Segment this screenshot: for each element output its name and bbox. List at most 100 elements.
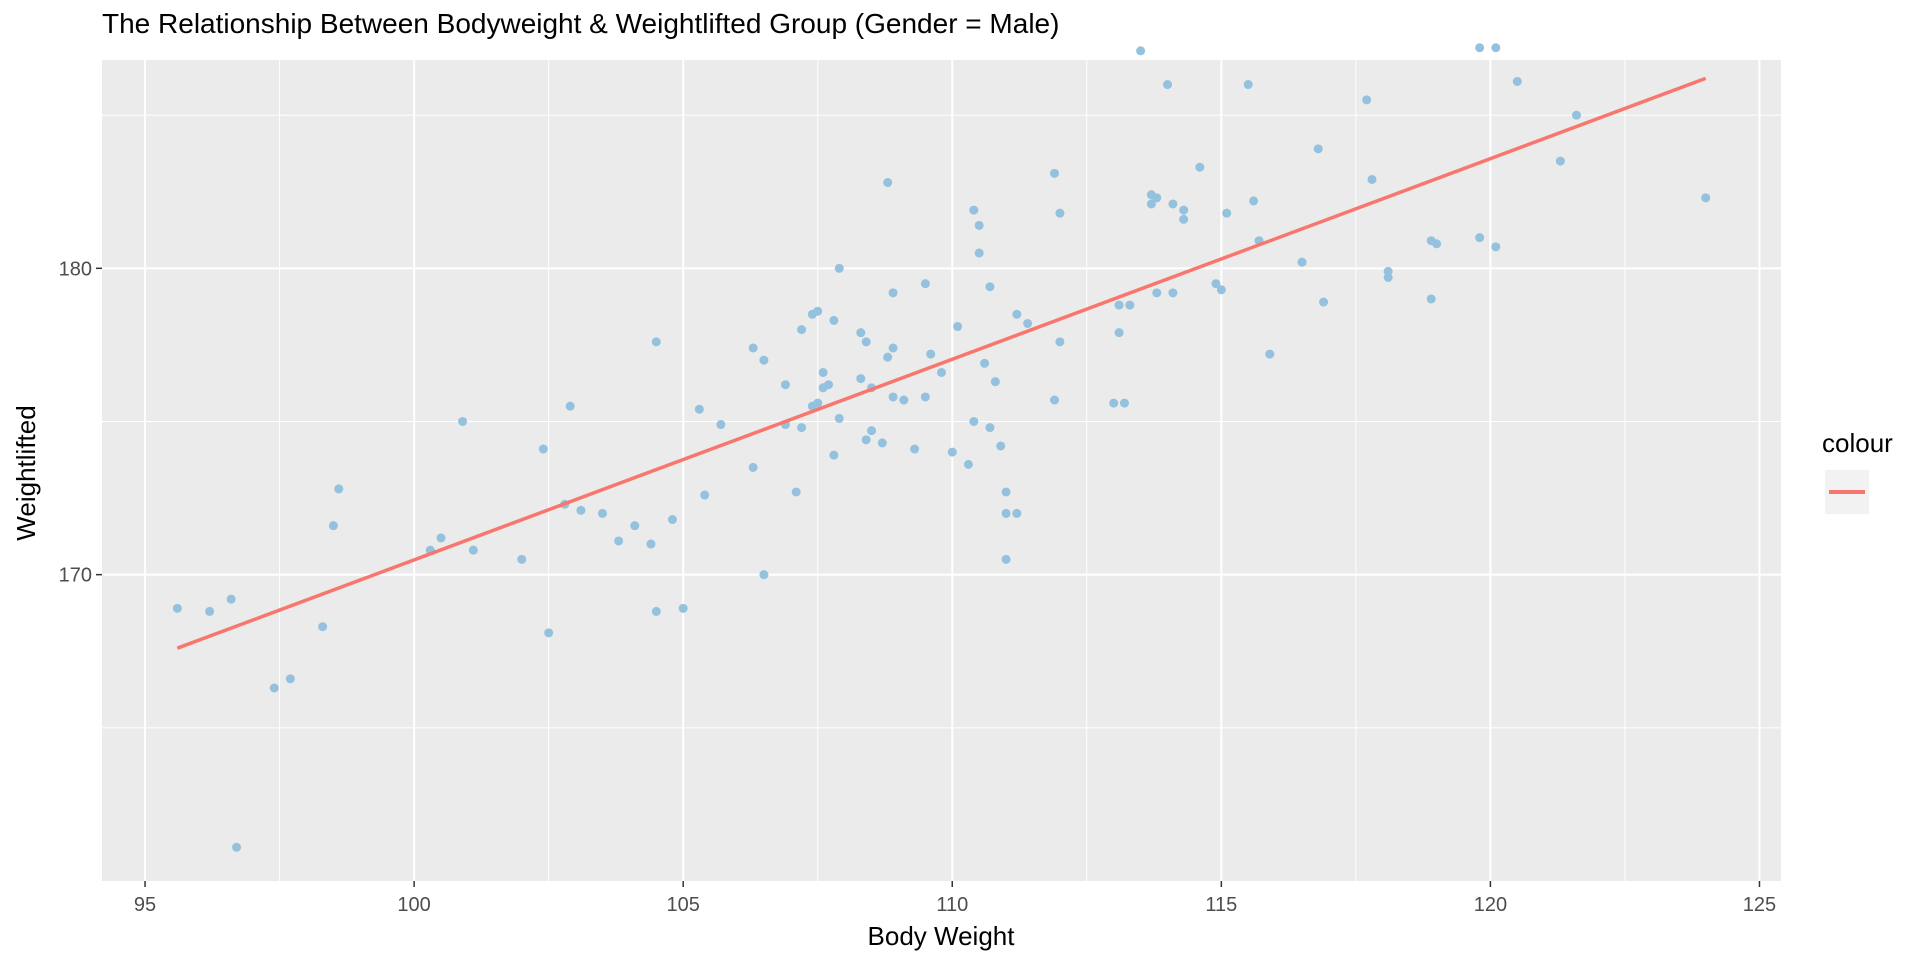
data-point (861, 337, 871, 347)
x-tick-label: 120 (1474, 894, 1507, 916)
data-point (700, 490, 710, 500)
data-point (1114, 300, 1124, 310)
data-point (947, 447, 957, 457)
regression-line (176, 76, 1707, 650)
data-point (1136, 46, 1146, 56)
data-point (1319, 297, 1329, 307)
data-point (1491, 43, 1501, 53)
data-point (205, 606, 215, 616)
data-point (576, 505, 586, 515)
panel-background (102, 60, 1781, 881)
x-tick-label: 95 (134, 894, 156, 916)
major-gridlines (102, 60, 1781, 881)
data-point (899, 395, 909, 405)
data-point (1125, 300, 1135, 310)
data-point (517, 554, 527, 564)
data-point (1313, 144, 1323, 154)
data-point (797, 423, 807, 433)
data-point (1119, 398, 1129, 408)
data-point (985, 423, 995, 433)
data-point (1168, 288, 1178, 298)
data-point (888, 288, 898, 298)
data-point (1146, 199, 1156, 209)
data-point (963, 459, 973, 469)
data-point (1475, 233, 1485, 243)
data-point (1426, 294, 1436, 304)
data-point (813, 398, 823, 408)
x-tick-label: 105 (667, 894, 700, 916)
data-point (1012, 508, 1022, 518)
data-point (759, 570, 769, 580)
data-point (1179, 205, 1189, 215)
data-point (269, 683, 279, 693)
data-point (436, 533, 446, 543)
data-point (630, 521, 640, 531)
data-point (1152, 288, 1162, 298)
data-point (969, 205, 979, 215)
data-point (888, 343, 898, 353)
data-point (953, 322, 963, 332)
data-point (937, 367, 946, 377)
data-point (651, 606, 661, 616)
minor-gridlines (102, 60, 1781, 881)
data-point (716, 420, 726, 430)
data-point (1109, 398, 1119, 408)
regression-line-layer (176, 76, 1707, 650)
data-point (538, 444, 548, 454)
plot-panel (102, 60, 1781, 881)
x-axis-title: Body Weight (868, 921, 1016, 951)
data-point (651, 337, 661, 347)
data-point (1383, 273, 1393, 283)
data-point (226, 594, 236, 604)
data-point (1216, 285, 1226, 295)
legend: colour (1822, 428, 1893, 514)
data-point (1055, 337, 1065, 347)
data-point (597, 508, 607, 518)
data-point (861, 435, 871, 445)
data-point (1243, 80, 1253, 90)
data-point (974, 248, 984, 258)
data-point (748, 343, 758, 353)
data-point (285, 674, 295, 684)
data-point (1195, 162, 1205, 172)
data-point (1152, 193, 1162, 203)
data-point (468, 545, 478, 555)
data-point (1012, 309, 1022, 319)
data-point (318, 622, 328, 632)
data-point (544, 628, 554, 638)
data-point (328, 521, 338, 531)
data-point (1475, 43, 1485, 53)
data-point (996, 441, 1006, 451)
data-points (172, 43, 1711, 852)
data-point (910, 444, 920, 454)
data-point (888, 392, 898, 402)
data-point (834, 413, 844, 423)
data-point (823, 380, 833, 390)
data-point (1055, 208, 1065, 218)
data-point (1222, 208, 1232, 218)
data-point (780, 380, 790, 390)
data-point (990, 377, 1000, 387)
data-point (969, 416, 979, 426)
data-point (834, 263, 844, 273)
data-point (759, 355, 769, 365)
x-tick-label: 125 (1743, 894, 1776, 916)
data-point (1211, 279, 1221, 289)
data-point (667, 515, 677, 525)
y-tick-label: 180 (59, 258, 92, 280)
data-point (1265, 349, 1275, 359)
y-axis-ticks: 170 180 (59, 258, 102, 587)
data-point (1023, 318, 1033, 328)
legend-title: colour (1822, 428, 1893, 458)
x-axis-ticks: 95 100 105 110 115 120 125 (134, 881, 1776, 916)
data-point (1491, 242, 1501, 252)
data-point (1249, 196, 1259, 206)
data-point (1297, 257, 1307, 267)
data-point (797, 325, 807, 335)
data-point (458, 416, 468, 426)
data-point (877, 438, 887, 448)
data-point (980, 358, 990, 368)
data-point (829, 315, 839, 325)
data-point (856, 374, 866, 384)
x-tick-label: 100 (397, 894, 430, 916)
